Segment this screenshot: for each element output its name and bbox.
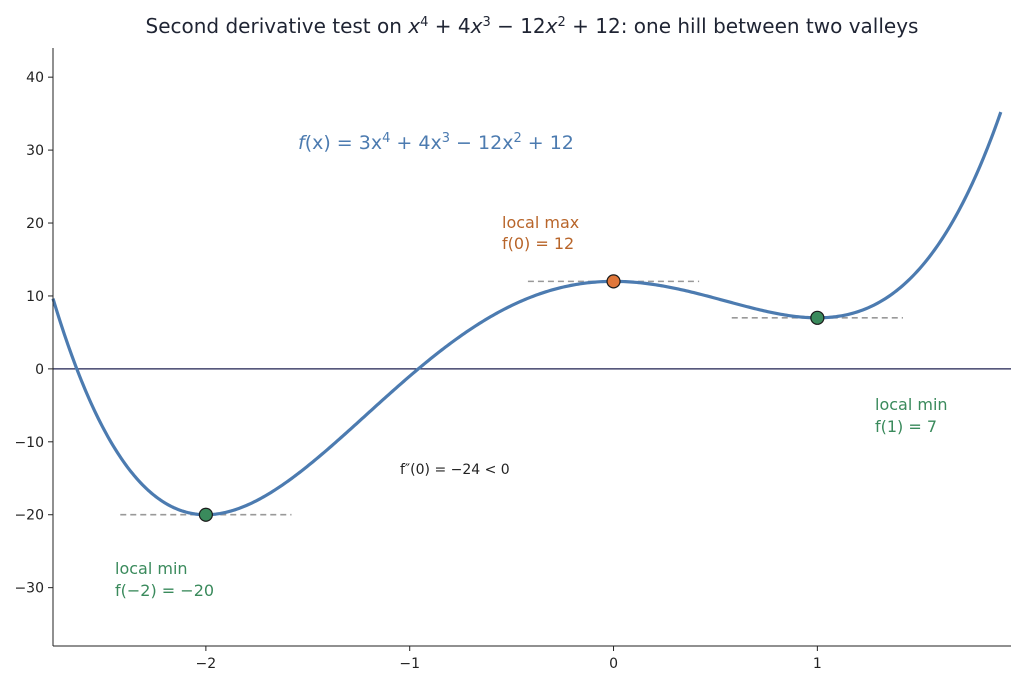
local-max-label-line2: f(0) = 12: [502, 234, 574, 253]
local-min-right-label-line2: f(1) = 7: [875, 417, 937, 436]
x-tick-label: 1: [813, 656, 822, 672]
local-min-left-label: local min f(−2) = −20: [115, 559, 214, 600]
y-tick-label: −30: [14, 581, 44, 597]
x-tick-label: −2: [196, 656, 217, 672]
local-min-left-label-line2: f(−2) = −20: [115, 581, 214, 600]
x-tick-label: 0: [609, 656, 618, 672]
second-derivative-annotation: f″(0) = −24 < 0: [400, 462, 510, 478]
chart-title: Second derivative test on x4 + 4x3 − 12x…: [146, 14, 919, 38]
x-tick-label: −1: [399, 656, 420, 672]
y-tick-label: 40: [26, 70, 44, 86]
local-min-point: [198, 507, 213, 522]
local-max-label-line1: local max: [502, 213, 579, 232]
curve-label: f(x) = 3x4 + 4x3 − 12x2 + 12: [298, 131, 574, 155]
function-curve: [51, 111, 1003, 517]
local-min-left-label-line1: local min: [115, 559, 188, 578]
x-ticks: −2 −1 0 1: [196, 646, 822, 672]
y-tick-label: 20: [26, 216, 44, 232]
y-tick-label: 0: [35, 362, 44, 378]
local-max-point: [606, 274, 621, 289]
y-ticks: −30 −20 −10 0 10 20 30 40: [14, 70, 53, 597]
local-min-right-label-line1: local min: [875, 395, 948, 414]
local-min-right-label: local min f(1) = 7: [875, 395, 948, 436]
local-min-point: [810, 310, 825, 325]
critical-points: [198, 274, 825, 522]
y-tick-label: 30: [26, 143, 44, 159]
y-tick-label: −20: [14, 508, 44, 524]
y-tick-label: −10: [14, 435, 44, 451]
local-max-label: local max f(0) = 12: [502, 213, 579, 253]
y-tick-label: 10: [26, 289, 44, 305]
